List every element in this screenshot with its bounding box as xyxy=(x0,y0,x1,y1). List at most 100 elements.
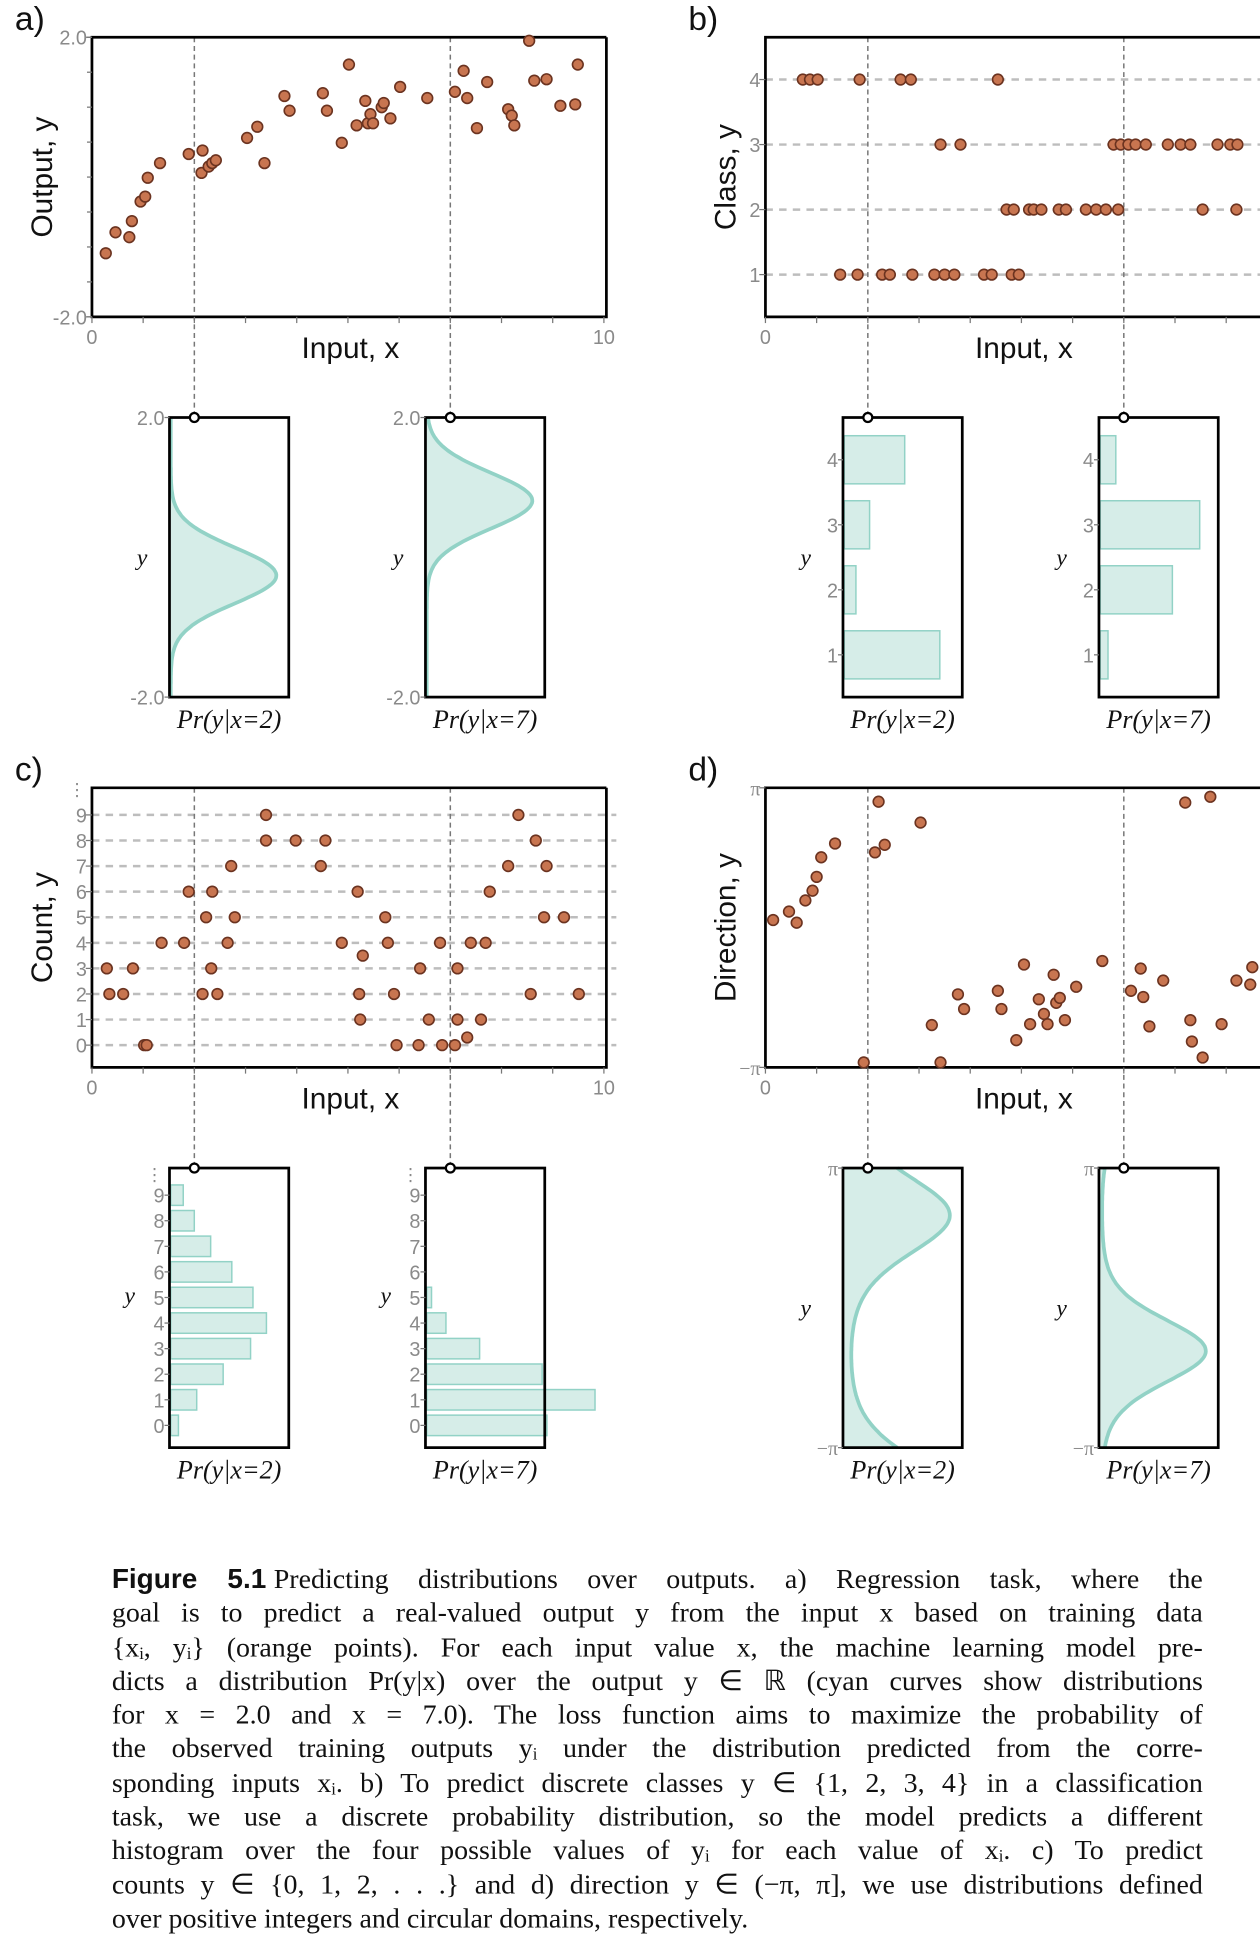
data-point xyxy=(790,916,803,929)
data-point xyxy=(1211,138,1224,151)
distribution-area xyxy=(170,417,277,698)
data-point xyxy=(512,808,525,822)
slice-frame xyxy=(841,416,964,699)
y-tick-label: 9 xyxy=(76,805,87,827)
data-point xyxy=(225,859,238,873)
slice-marker xyxy=(188,1162,200,1174)
data-point xyxy=(505,109,518,122)
slice-tick-label: 3 xyxy=(153,1339,164,1361)
slice-ellipsis: ⋮ xyxy=(402,1164,419,1184)
y-tick-label: 3 xyxy=(76,959,87,981)
data-point xyxy=(1231,138,1244,151)
figure-caption: Figure 5.1 Predicting distributions over … xyxy=(112,1562,1203,1935)
slice-frame xyxy=(424,416,547,699)
y-tick-label: 2 xyxy=(76,984,87,1006)
data-point xyxy=(259,808,273,822)
data-point xyxy=(1129,138,1142,151)
slice-tick-label: 2 xyxy=(153,1365,164,1387)
slice-frame xyxy=(1097,416,1220,699)
slice-y-label: y xyxy=(798,1295,811,1321)
probability-bar xyxy=(169,1312,268,1335)
probability-bar xyxy=(169,1209,196,1232)
data-point xyxy=(196,144,209,157)
data-point xyxy=(914,816,927,829)
data-point xyxy=(806,884,819,897)
slice-tick-label: 2 xyxy=(827,580,838,602)
caption-line: Figure 5.1 Predicting distributions over … xyxy=(112,1562,1203,1596)
data-point xyxy=(528,74,541,87)
data-point xyxy=(1134,962,1147,975)
slice-x-2: 1 2 3 4 y Pr(y|x=2) xyxy=(798,411,964,734)
data-point xyxy=(904,73,917,86)
caption-line: the observed training outputs yᵢ under t… xyxy=(111,1732,1203,1764)
slice-tick-label: π xyxy=(1084,1158,1094,1180)
probability-bar xyxy=(843,499,871,550)
data-point xyxy=(1244,978,1257,991)
data-point xyxy=(481,75,494,89)
y-tick-label: 2.0 xyxy=(59,28,87,50)
caption-line: goal is to predict a real-valued output … xyxy=(111,1597,1203,1629)
data-point xyxy=(141,171,154,184)
data-point xyxy=(557,911,571,924)
data-point xyxy=(354,1013,367,1026)
data-point xyxy=(125,214,139,228)
slice-y-label: y xyxy=(391,545,404,571)
data-point xyxy=(872,795,885,808)
y-tick-label: 4 xyxy=(76,933,87,955)
data-point xyxy=(1041,1018,1054,1031)
data-point xyxy=(957,1002,971,1016)
data-point xyxy=(1204,790,1217,803)
data-point xyxy=(1230,203,1243,216)
data-point xyxy=(457,64,470,77)
y-axis-label: Count, y xyxy=(26,872,59,983)
data-point xyxy=(1137,990,1150,1004)
slice-tick-label: −π xyxy=(1073,1438,1094,1460)
slice-frame xyxy=(841,1166,964,1449)
slice-marker xyxy=(444,411,456,424)
distribution-area xyxy=(844,1168,950,1448)
figure-label: Figure 5.1 xyxy=(111,1563,267,1595)
slice-tick-label: 6 xyxy=(153,1262,164,1284)
data-point xyxy=(571,58,584,71)
y-tick-label: 6 xyxy=(76,882,87,904)
data-point xyxy=(502,859,515,873)
data-point xyxy=(1007,203,1020,216)
data-point xyxy=(540,859,553,873)
y-tick-label: 0 xyxy=(76,1036,87,1058)
data-point xyxy=(569,98,582,111)
data-point xyxy=(1079,203,1093,216)
x-tick-label: 0 xyxy=(760,327,771,349)
data-point xyxy=(393,80,407,94)
slice-marker xyxy=(444,1162,456,1174)
slice-tick-label: 0 xyxy=(409,1416,420,1438)
slice-tick-label: 3 xyxy=(409,1339,420,1361)
data-point xyxy=(461,1031,474,1044)
data-point xyxy=(1012,268,1026,281)
data-point xyxy=(1058,1014,1072,1027)
plot-frame xyxy=(764,35,1260,319)
data-point xyxy=(523,34,536,47)
x-tick-label: 10 xyxy=(593,1078,615,1100)
caption-line: task, we use a discrete probability dist… xyxy=(111,1800,1203,1832)
slice-tick-label: 4 xyxy=(1083,450,1094,472)
slice-distribution-label: Pr(y|x=2) xyxy=(849,1456,954,1485)
data-point xyxy=(209,154,222,167)
probability-bar xyxy=(1099,630,1109,680)
probability-bar xyxy=(1099,499,1201,550)
data-point xyxy=(155,936,168,949)
data-point xyxy=(529,834,542,847)
y-tick-label: π xyxy=(750,778,760,800)
data-point xyxy=(948,268,961,281)
data-point xyxy=(109,226,122,239)
slice-y-label: y xyxy=(135,545,148,571)
data-point xyxy=(954,138,967,151)
y-tick-label: 8 xyxy=(76,831,87,853)
panel-label: d) xyxy=(688,751,718,788)
slice-distribution-label: Pr(y|x=2) xyxy=(176,1456,281,1485)
data-point xyxy=(1230,974,1243,987)
plot-frame xyxy=(764,786,1260,1069)
data-point xyxy=(139,190,152,203)
data-point xyxy=(991,73,1005,86)
